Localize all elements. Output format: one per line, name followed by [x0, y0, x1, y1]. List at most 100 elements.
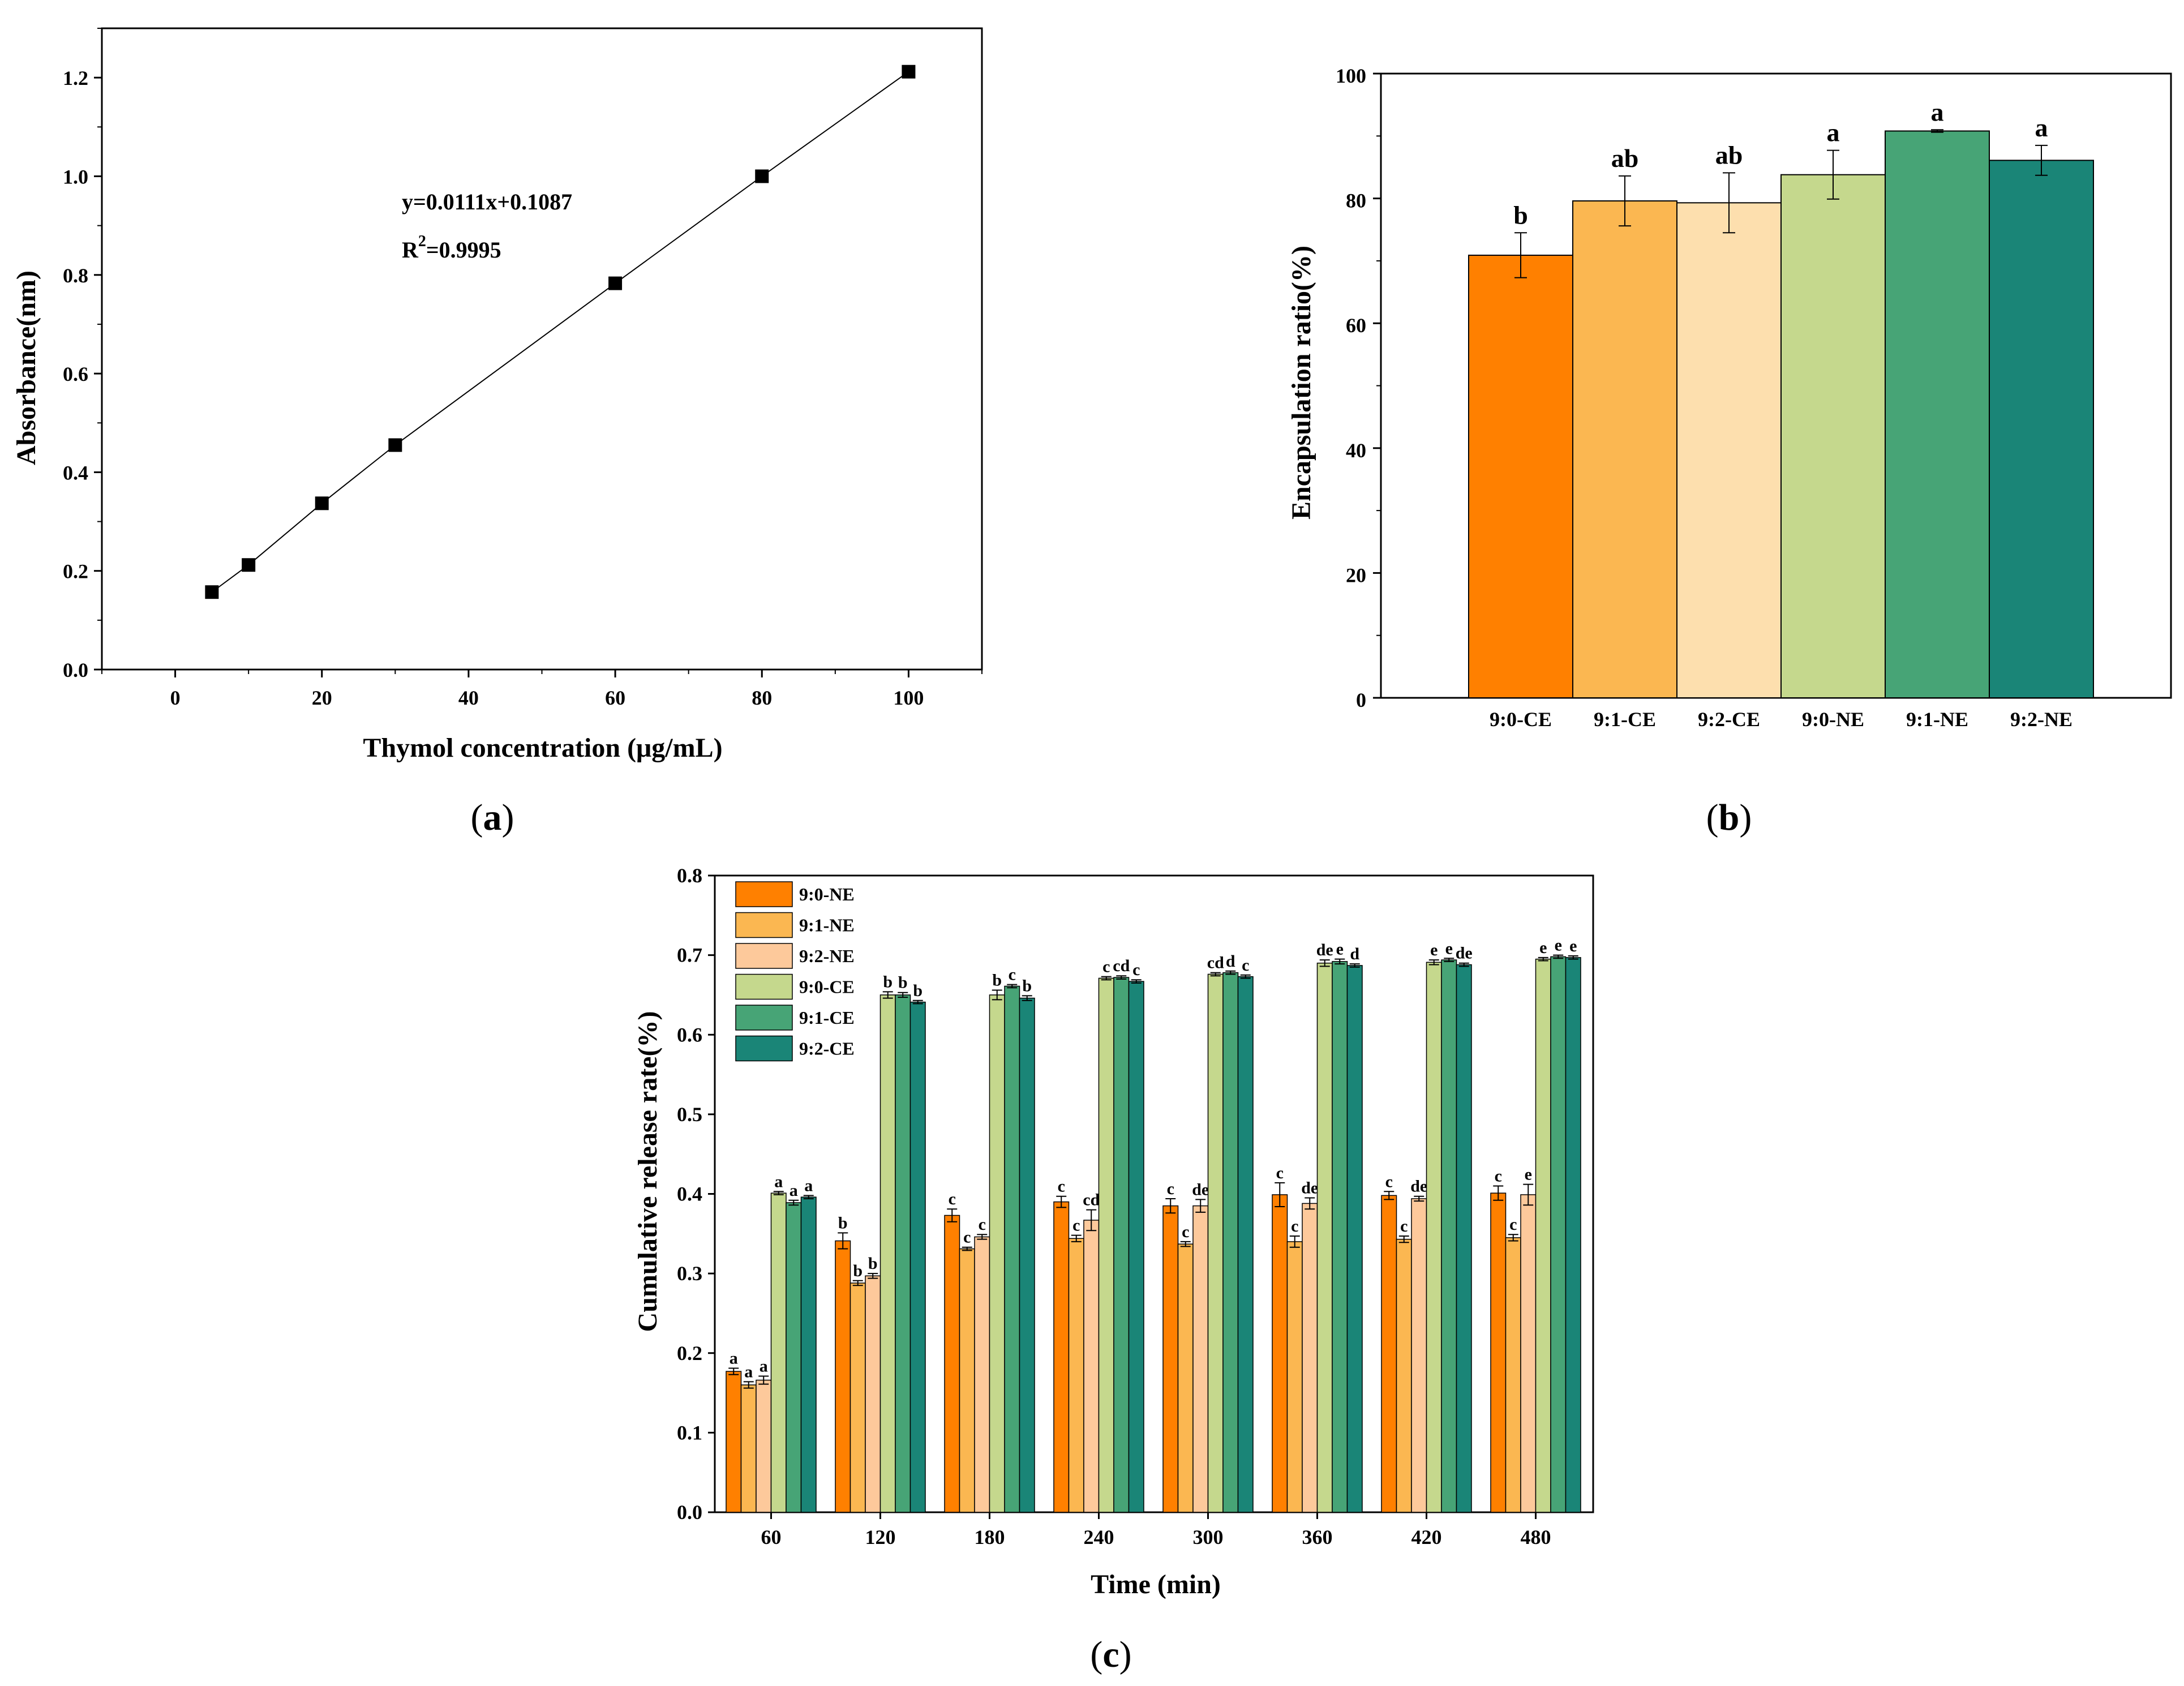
chart-a-ytick-label: 1.0 [63, 165, 88, 188]
chart-c-letter: e [1555, 936, 1562, 955]
chart-c-bar [1222, 972, 1239, 1513]
chart-c-letter: d [1226, 952, 1235, 971]
panel-label-b: (b) [1706, 797, 1752, 838]
chart-c-letter: cd [1207, 954, 1224, 972]
chart-c-letter: de [1410, 1177, 1427, 1196]
panel-label-a: (a) [471, 797, 514, 838]
chart-c-letter: c [1182, 1222, 1189, 1241]
chart-a-equation: y=0.0111x+0.1087 [402, 189, 572, 214]
chart-b-letter: b [1513, 200, 1528, 229]
chart-c-letter: b [1022, 976, 1032, 995]
chart-c-letter: cd [1083, 1191, 1100, 1209]
chart-c-bar [1177, 1243, 1194, 1513]
chart-c-bar [1411, 1198, 1427, 1513]
chart-b-ytick-label: 0 [1356, 689, 1366, 711]
chart-c-legend-swatch [735, 912, 793, 938]
chart-c-bar [1550, 956, 1567, 1513]
chart-c-letter: b [853, 1262, 863, 1280]
chart-c-bar [895, 994, 911, 1513]
chart-c-bar [1396, 1238, 1412, 1513]
chart-b-category-label: 9:1-NE [1906, 708, 1968, 731]
chart-c-letter: c [1167, 1179, 1174, 1198]
chart-c-letter: d [1350, 945, 1359, 963]
chart-c-bar [1520, 1194, 1537, 1513]
chart-c-bar [1272, 1194, 1288, 1513]
chart-c-bar [1505, 1237, 1521, 1513]
chart-c-letter: a [760, 1357, 768, 1376]
chart-c-letter: b [838, 1213, 848, 1232]
chart-a-point [755, 169, 769, 183]
chart-c-bar [1128, 981, 1144, 1513]
chart-b-category-label: 9:1-CE [1594, 708, 1656, 731]
chart-c-bar [1346, 965, 1363, 1513]
chart-c-letter: a [774, 1172, 783, 1191]
chart-c-ytick-label: 0.4 [677, 1183, 702, 1205]
panel-label-c: (c) [1090, 1634, 1131, 1675]
chart-c-bar [865, 1275, 881, 1513]
chart-c-bar [1302, 1203, 1318, 1513]
chart-a-xtick-label: 60 [605, 687, 625, 709]
chart-a-ytick-label: 0.8 [63, 264, 88, 287]
chart-c-letter: e [1336, 940, 1344, 959]
chart-c-bar [944, 1215, 960, 1513]
chart-c-bar [770, 1192, 787, 1513]
chart-c-bar [959, 1248, 975, 1513]
chart-c-letter: e [1445, 939, 1453, 958]
chart-c-bar [740, 1384, 757, 1513]
chart-c-bar [1113, 977, 1130, 1513]
chart-c-ytick-label: 0.8 [677, 864, 702, 887]
chart-c-letter: b [883, 972, 893, 991]
chart-c-bar [1207, 973, 1224, 1513]
chart-c-ytick-label: 0.6 [677, 1023, 702, 1046]
chart-b-ytick-label: 20 [1346, 564, 1366, 586]
chart-c-letter: c [1385, 1172, 1393, 1191]
chart-c-bar [1535, 958, 1551, 1513]
chart-b-letter: a [2035, 113, 2048, 142]
chart-a-ylabel: Absorbance(nm) [11, 271, 41, 465]
chart-b-ytick-label: 60 [1346, 314, 1366, 337]
chart-b-letter: a [1931, 97, 1944, 126]
chart-c-letter: b [913, 981, 922, 1000]
chart-c-letter: c [963, 1228, 971, 1247]
chart-c-xtick-label: 360 [1302, 1526, 1333, 1548]
chart-c-xlabel: Time (min) [1091, 1569, 1221, 1599]
chart-c-legend-label: 9:2-CE [799, 1039, 855, 1059]
chart-c-letter: c [979, 1215, 986, 1234]
chart-b-bar [1780, 174, 1886, 699]
chart-c-letter: de [1456, 944, 1473, 963]
chart-a-point [388, 438, 402, 452]
chart-c-letter: c [1276, 1164, 1284, 1182]
chart-a-r2-value: =0.9995 [426, 237, 501, 263]
chart-a-point [205, 585, 219, 599]
chart-c-letter: e [1430, 941, 1438, 959]
chart-a-r2: R2=0.9995 [402, 233, 501, 263]
chart-c-letter: de [1301, 1179, 1318, 1198]
chart-c-letter: a [730, 1349, 738, 1367]
chart-c-letter: e [1539, 938, 1547, 957]
chart-a-ytick-label: 0.0 [63, 659, 88, 681]
chart-c-legend-swatch [735, 1005, 793, 1031]
chart-c-bar [1426, 962, 1442, 1513]
chart-c-letter: c [1132, 960, 1140, 979]
chart-b-letter: ab [1611, 144, 1639, 173]
chart-c-ytick-label: 0.1 [677, 1421, 702, 1444]
chart-c-bar [1286, 1241, 1303, 1513]
chart-c-xtick-label: 180 [975, 1526, 1005, 1548]
chart-c-letter: de [1192, 1180, 1209, 1199]
chart-c-legend-label: 9:0-CE [799, 977, 855, 997]
chart-c-bar [1068, 1238, 1084, 1513]
chart-c-bar [879, 994, 896, 1513]
chart-a-xtick-label: 80 [752, 687, 772, 709]
chart-a-r2-sup: 2 [418, 233, 426, 250]
chart-c-bar [1019, 997, 1035, 1513]
chart-c-letter: c [1509, 1215, 1517, 1234]
chart-b-bar [1572, 200, 1677, 698]
chart-c-bar [1332, 961, 1348, 1513]
chart-b-bar [1468, 254, 1573, 698]
chart-b-category-label: 9:2-NE [2010, 708, 2073, 731]
chart-b: 0 20 40 60 80 100 b 9:0-CE ab 9:1-CE ab 9:2-CE a 9:0-… [1286, 65, 2172, 838]
chart-a-point [608, 276, 623, 290]
chart-c-bar [909, 1001, 926, 1513]
